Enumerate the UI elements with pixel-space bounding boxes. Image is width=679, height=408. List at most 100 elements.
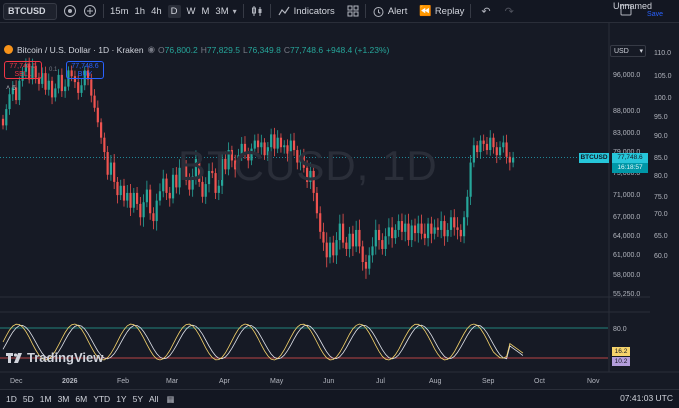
utc-clock[interactable]: 07:41:03 UTC <box>620 393 673 403</box>
range-ytd[interactable]: YTD <box>93 394 111 404</box>
candle-body <box>158 191 162 201</box>
candle-body <box>443 221 446 237</box>
time-tick-label: Apr <box>219 378 231 385</box>
replay-rewind-icon[interactable]: ⏪ <box>419 5 432 17</box>
candle-body <box>400 221 404 232</box>
divider <box>103 4 104 18</box>
candle-body <box>60 74 63 92</box>
candle-body <box>243 143 247 153</box>
candle-body <box>145 189 148 203</box>
candle-body <box>351 233 354 247</box>
range-3m[interactable]: 3M <box>57 394 70 404</box>
layout-save-status[interactable]: Save <box>647 11 663 18</box>
candle-body <box>456 227 459 230</box>
candle-body <box>328 242 332 258</box>
candle-body <box>430 223 433 234</box>
interval-dropdown-icon[interactable]: ▾ <box>232 6 237 16</box>
candle-body <box>93 95 96 108</box>
candle-body <box>387 227 390 237</box>
interval-1d[interactable]: D <box>167 4 181 18</box>
range-1d[interactable]: 1D <box>6 394 17 404</box>
range-6m[interactable]: 6M <box>75 394 88 404</box>
divider <box>470 4 472 18</box>
time-tick-label: Dec <box>10 378 23 385</box>
candle-body <box>11 87 14 95</box>
candles-chart-type-icon[interactable] <box>250 4 264 18</box>
candle-body <box>273 134 276 149</box>
alert-button[interactable]: Alert <box>387 5 408 17</box>
candle-body <box>8 94 11 110</box>
buy-button[interactable]: 77,748.6 BUY <box>66 61 104 79</box>
candle-body <box>247 152 250 161</box>
tradingview-logo[interactable]: TradingView <box>6 350 103 365</box>
alarm-clock-icon[interactable] <box>372 5 385 18</box>
range-5d[interactable]: 5D <box>22 394 34 404</box>
candle-body <box>502 142 505 148</box>
candle-body <box>374 229 377 247</box>
compare-symbol-icon[interactable] <box>63 4 77 18</box>
candle-body <box>364 262 368 269</box>
secondary-axis-label: 70.0 <box>654 211 668 218</box>
stoch-k-badge: 16.2 <box>612 347 630 356</box>
candle-body <box>476 145 479 153</box>
date-range-icon[interactable]: ▦ <box>166 393 175 404</box>
candle-body <box>181 165 184 168</box>
range-1y[interactable]: 1Y <box>116 394 127 404</box>
candle-body <box>217 185 220 193</box>
price-tick-label: 67,000.0 <box>613 214 640 221</box>
symbol-title[interactable]: Bitcoin / U.S. Dollar · 1D · Kraken <box>17 44 144 55</box>
close-value: 77,748.6 <box>289 44 324 55</box>
candle-body <box>482 140 485 144</box>
range-5y[interactable]: 5Y <box>132 394 143 404</box>
add-symbol-icon[interactable] <box>83 4 97 18</box>
eye-icon[interactable]: ◉ <box>147 44 156 54</box>
candle-body <box>309 170 312 182</box>
time-tick-label: Mar <box>166 378 179 385</box>
interval-3m[interactable]: 3M <box>215 5 229 17</box>
interval-15m[interactable]: 15m <box>110 5 129 17</box>
candle-body <box>204 184 207 197</box>
range-1m[interactable]: 1M <box>39 394 52 404</box>
candle-body <box>227 150 230 170</box>
candle-body <box>358 229 361 247</box>
candle-body <box>319 213 322 232</box>
interval-1m[interactable]: M <box>201 5 210 17</box>
replay-button[interactable]: Replay <box>434 5 465 17</box>
candle-body <box>296 150 299 163</box>
range-all[interactable]: All <box>149 394 159 404</box>
candle-body <box>14 87 18 101</box>
change-value: +948.4 (+1.23%) <box>326 44 390 55</box>
interval-1h[interactable]: 1h <box>134 5 146 17</box>
candle-body <box>220 158 224 186</box>
symbol-watermark: BTCUSD, 1D <box>178 142 438 189</box>
symbol-search-button[interactable]: BTCUSD <box>3 2 57 20</box>
candle-body <box>155 200 158 222</box>
candle-body <box>279 137 283 148</box>
sell-button[interactable]: 77,748.5 SELL <box>4 61 42 79</box>
candle-body <box>263 142 266 156</box>
stoch-level-label: 80.0 <box>613 326 627 333</box>
currency-selector[interactable]: USD ▾ <box>610 45 646 57</box>
layout-name-button[interactable]: Unnamed Save <box>613 1 663 18</box>
candle-body <box>341 223 345 243</box>
templates-grid-icon[interactable] <box>347 5 359 17</box>
candle-body <box>122 185 126 201</box>
indicators-collapse-toggle[interactable]: ˄ 5 <box>6 85 16 92</box>
candle-body <box>234 160 237 170</box>
time-tick-label: Jun <box>323 378 334 385</box>
undo-icon[interactable]: ↶ <box>481 5 491 18</box>
interval-1w[interactable]: W <box>186 5 196 17</box>
interval-4h[interactable]: 4h <box>151 5 162 17</box>
candle-body <box>135 192 139 204</box>
layout-name: Unnamed <box>613 1 653 11</box>
secondary-axis-label: 100.0 <box>654 95 672 102</box>
candle-body <box>77 82 80 93</box>
indicators-icon[interactable] <box>277 4 291 18</box>
redo-icon[interactable]: ↷ <box>504 5 514 18</box>
candle-body <box>256 140 260 148</box>
candle-body <box>472 145 475 163</box>
indicators-button[interactable]: Indicators <box>293 5 335 17</box>
candle-body <box>410 225 413 241</box>
layout-checkbox-icon[interactable] <box>620 4 632 16</box>
brand-label: TradingView <box>27 350 104 365</box>
